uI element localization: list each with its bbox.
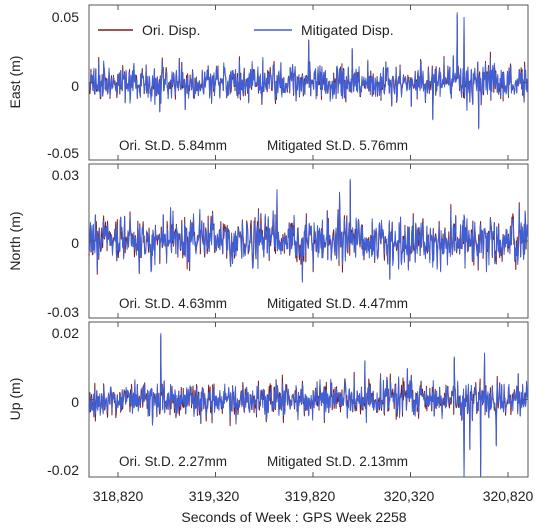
series-line-mitigated-up: [88, 333, 529, 477]
y-tick-label-north-top: 0.03: [52, 167, 79, 183]
legend-label-original: Ori. Disp.: [142, 22, 200, 38]
y-tick-label-east-bottom: -0.05: [47, 145, 79, 161]
series-layer-up: [88, 333, 529, 477]
ori-std-label-up: Ori. St.D. 2.27mm: [119, 454, 227, 469]
ticks-layer-up: [89, 321, 528, 478]
y-tick-label-north-zero: 0: [71, 235, 79, 251]
legend-label-mitigated: Mitigated Disp.: [301, 22, 394, 38]
x-tick-label-3: 319,820: [285, 488, 336, 504]
y-tick-label-up-bottom: -0.02: [47, 462, 79, 478]
x-tick-label-2: 319,320: [189, 488, 240, 504]
x-axis-title: Seconds of Week : GPS Week 2258: [181, 509, 406, 525]
y-tick-label-east-zero: 0: [71, 78, 79, 94]
x-tick-label-1: 318,820: [93, 488, 144, 504]
ori-std-label-north: Ori. St.D. 4.63mm: [119, 296, 227, 311]
plot-area-east: [88, 4, 529, 161]
series-line-mitigated-north: [88, 178, 529, 283]
x-tick-label-5: 320,820: [483, 488, 534, 504]
x-axis: 318,820 319,320 319,820 320,320 320,820 …: [93, 488, 534, 525]
panel-east: East (m) 0.05 0 -0.05 Ori. St.D. 5.84mm …: [7, 4, 529, 161]
panel-north: North (m) 0.03 0 -0.03 Ori. St.D. 4.63mm…: [7, 163, 529, 320]
y-tick-label-up-zero: 0: [71, 394, 79, 410]
y-tick-label-east-top: 0.05: [52, 9, 79, 25]
series-line-mitigated-east: [88, 12, 529, 130]
x-tick-label-4: 320,320: [384, 488, 435, 504]
ori-std-label-east: Ori. St.D. 5.84mm: [119, 138, 227, 153]
mitigated-std-label-up: Mitigated St.D. 2.13mm: [267, 454, 408, 469]
y-tick-label-north-bottom: -0.03: [47, 304, 79, 320]
legend: Ori. Disp. Mitigated Disp.: [98, 22, 394, 38]
y-axis-title-up: Up (m): [7, 378, 23, 421]
y-tick-label-up-top: 0.02: [52, 325, 79, 341]
mitigated-std-label-north: Mitigated St.D. 4.47mm: [267, 296, 408, 311]
series-layer-east: [88, 12, 529, 130]
series-layer-north: [88, 178, 529, 283]
mitigated-std-label-east: Mitigated St.D. 5.76mm: [267, 138, 408, 153]
y-axis-title-east: East (m): [7, 56, 23, 109]
ticks-layer-north: [89, 163, 528, 319]
ticks-layer-east: [89, 4, 528, 161]
y-axis-title-north: North (m): [7, 211, 23, 270]
panel-up: Up (m) 0.02 0 -0.02 Ori. St.D. 2.27mm Mi…: [7, 321, 529, 478]
